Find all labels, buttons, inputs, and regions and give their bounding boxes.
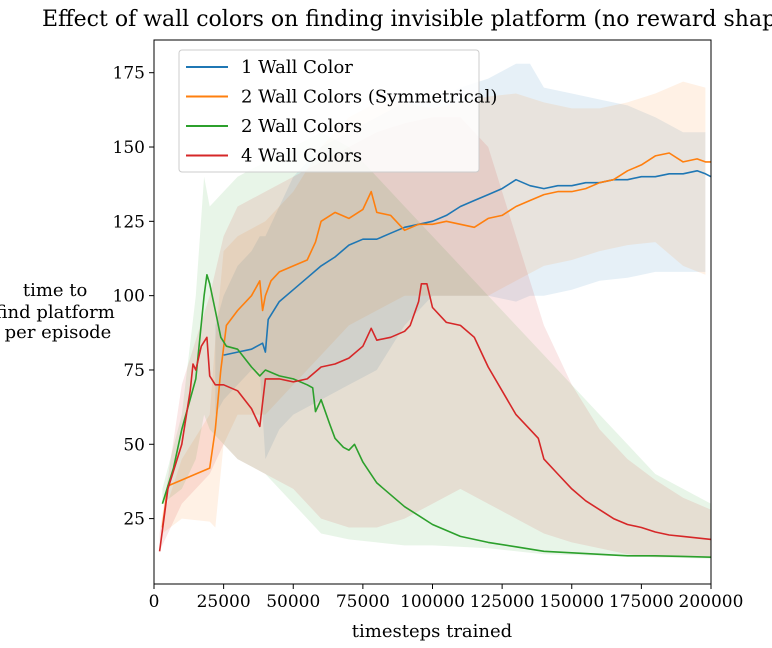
y-axis-label-line-2: find platform bbox=[0, 302, 115, 323]
x-axis-label: timesteps trained bbox=[352, 621, 512, 642]
y-tick-label: 100 bbox=[113, 287, 145, 307]
series-lines bbox=[158, 152, 712, 558]
chart-title: Effect of wall colors on finding invisib… bbox=[42, 7, 772, 32]
y-tick-label: 75 bbox=[123, 361, 145, 381]
y-axis-ticks: 25 50 75 100 125 150 175 bbox=[113, 64, 154, 530]
y-tick-label: 175 bbox=[113, 64, 145, 84]
band-4-wall-colors bbox=[159, 117, 712, 558]
x-tick-label: 0 bbox=[149, 592, 160, 612]
legend-label-4-wall-colors: 4 Wall Colors bbox=[241, 146, 362, 167]
legend-label-2-wall-colors-symmetrical: 2 Wall Colors (Symmetrical) bbox=[241, 87, 497, 108]
y-axis-label-line-3: per episode bbox=[5, 322, 112, 343]
legend-box bbox=[178, 49, 480, 173]
x-tick-label: 50000 bbox=[266, 592, 320, 612]
x-tick-label: 25000 bbox=[197, 592, 251, 612]
x-tick-label: 175000 bbox=[609, 592, 674, 612]
y-tick-label: 150 bbox=[113, 138, 145, 158]
series-line-2-wall-colors bbox=[161, 273, 712, 558]
y-tick-label: 50 bbox=[123, 435, 145, 455]
x-tick-label: 150000 bbox=[539, 592, 604, 612]
legend-entries: 1 Wall Color 2 Wall Colors (Symmetrical) 2… bbox=[186, 57, 497, 167]
band-2-wall-colors-symmetrical bbox=[162, 81, 706, 534]
x-tick-label: 125000 bbox=[470, 592, 535, 612]
y-tick-label: 25 bbox=[123, 510, 145, 530]
series-line-4-wall-colors bbox=[158, 282, 712, 552]
y-axis-label: time to find platform per episode bbox=[0, 280, 121, 343]
y-axis-label-line-1: time to bbox=[23, 280, 88, 301]
x-tick-label: 100000 bbox=[400, 592, 465, 612]
x-tick-label: 200000 bbox=[679, 592, 744, 612]
legend: 1 Wall Color 2 Wall Colors (Symmetrical) 2… bbox=[178, 49, 497, 173]
series-line-2-wall-colors-symmetrical bbox=[161, 152, 711, 528]
x-tick-label: 75000 bbox=[336, 592, 390, 612]
x-axis-ticks: 0 25000 50000 75000 100000 125000 150000 175000… bbox=[149, 584, 744, 612]
band-2-wall-colors bbox=[162, 132, 711, 559]
series-line-1-wall-color bbox=[223, 170, 712, 356]
confidence-bands bbox=[159, 63, 712, 559]
y-tick-label: 125 bbox=[113, 212, 145, 232]
legend-label-2-wall-colors: 2 Wall Colors bbox=[241, 116, 362, 137]
legend-label-1-wall-color: 1 Wall Color bbox=[241, 57, 353, 78]
